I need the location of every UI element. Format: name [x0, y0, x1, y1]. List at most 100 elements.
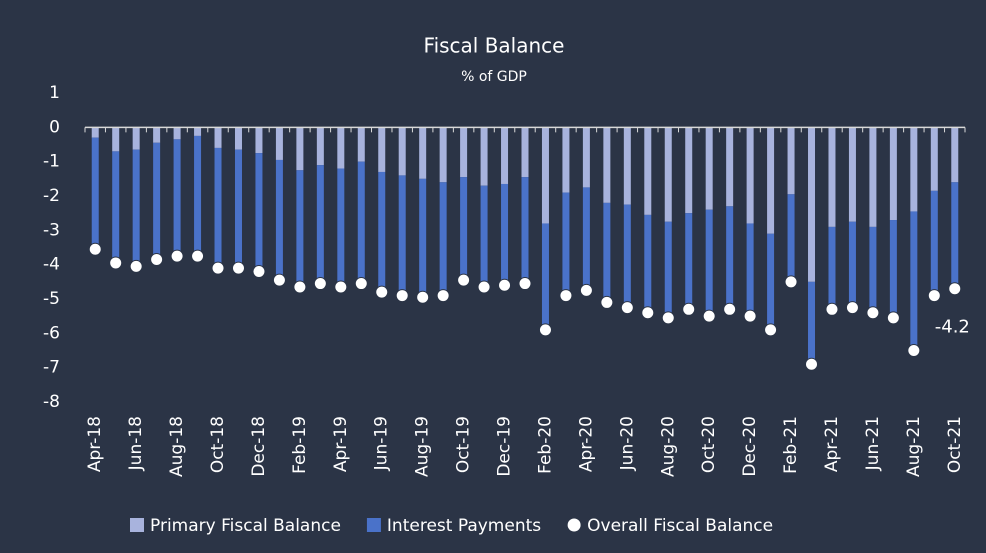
dot [661, 311, 675, 325]
dot [948, 282, 962, 296]
bar-segment [296, 170, 304, 287]
bar-segment [480, 185, 488, 287]
dot [293, 280, 307, 294]
y-tick-label: 1 [49, 83, 60, 103]
x-tick-label: Apr-18 [85, 416, 105, 472]
chart-subtitle: % of GDP [461, 69, 527, 85]
bar-segment [541, 127, 549, 224]
bar-segment [419, 178, 427, 298]
dot [191, 249, 205, 263]
bar-segment [153, 142, 161, 260]
bar-segment [153, 127, 161, 143]
legend-label: Primary Fiscal Balance [150, 516, 341, 536]
x-tick-label: Apr-20 [576, 416, 596, 472]
bar-segment [255, 127, 263, 154]
dot [109, 256, 123, 270]
chart-title: Fiscal Balance [424, 34, 565, 58]
bar-segment [930, 190, 938, 296]
dot [702, 309, 716, 323]
bar-segment [828, 226, 836, 310]
x-tick-label: Jun-18 [126, 416, 146, 471]
bar-segment [275, 127, 283, 160]
bar-segment [521, 127, 529, 178]
bar-segment [562, 127, 570, 193]
dot [764, 323, 778, 337]
dot [313, 277, 327, 291]
bar-segment [541, 223, 549, 330]
dot [436, 289, 450, 303]
bar-segment [767, 233, 775, 330]
bar-segment [726, 206, 734, 310]
dot [784, 275, 798, 289]
x-tick-label: Dec-19 [495, 416, 515, 477]
bar-segment [173, 139, 181, 257]
y-tick-label: -8 [43, 392, 60, 412]
dot [845, 301, 859, 315]
dot [272, 273, 286, 287]
bar-segment [951, 182, 959, 289]
x-tick-label: Aug-20 [658, 416, 678, 477]
dot [211, 261, 225, 275]
bar-segment [582, 187, 590, 291]
x-tick-label: Feb-20 [535, 416, 555, 474]
y-tick-label: -2 [43, 186, 60, 206]
dot [927, 289, 941, 303]
x-tick-label: Apr-21 [822, 416, 842, 472]
dot [518, 277, 532, 291]
bar-segment [296, 127, 304, 171]
bar-segment [726, 127, 734, 207]
bar-segment [255, 153, 263, 272]
y-tick-label: -7 [43, 358, 60, 378]
bar-segment [869, 226, 877, 313]
dot [886, 311, 900, 325]
bar-segment [951, 127, 959, 183]
bar-segment [644, 214, 652, 313]
bar-segment [275, 159, 283, 281]
bar-segment [132, 149, 140, 267]
bar-segment [910, 211, 918, 351]
bar-segment [603, 127, 611, 203]
bar-segment [685, 213, 693, 310]
bar-segment [930, 127, 938, 191]
bar-segment [685, 127, 693, 214]
bar-segment [664, 127, 672, 222]
dot [477, 280, 491, 294]
dot [600, 295, 614, 309]
bar-segment [439, 182, 447, 296]
bar-segment [848, 127, 856, 222]
x-tick-label: Oct-18 [208, 416, 228, 473]
bar-segment [112, 127, 120, 152]
dot [805, 357, 819, 371]
bar-segment [705, 209, 713, 317]
legend-label: Overall Fiscal Balance [587, 516, 773, 536]
x-tick-label: Dec-18 [249, 416, 269, 477]
bar-segment [869, 127, 877, 227]
x-tick-label: Aug-18 [167, 416, 187, 477]
dot [252, 265, 266, 279]
bar-segment [848, 221, 856, 308]
bar-segment [664, 221, 672, 318]
x-tick-label: Apr-19 [331, 416, 351, 472]
bar-segment [705, 127, 713, 210]
bar-segment [644, 127, 652, 215]
bar-segment [194, 135, 202, 257]
bar-segment [357, 161, 365, 284]
bar-segment [173, 127, 181, 140]
dot [231, 261, 245, 275]
bar-segment [357, 127, 365, 162]
bar-segment [316, 127, 324, 166]
annotation: -4.2 [935, 317, 970, 338]
x-tick-label: Jun-19 [372, 416, 392, 471]
x-tick-label: Aug-21 [904, 416, 924, 477]
bar-segment [337, 127, 345, 169]
dot [743, 309, 757, 323]
bar-segment [623, 127, 631, 205]
x-tick-label: Dec-20 [740, 416, 760, 477]
x-tick-label: Jun-20 [617, 416, 637, 471]
dot [416, 290, 430, 304]
dot [354, 277, 368, 291]
x-tick-label: Oct-21 [945, 416, 965, 473]
dot [641, 306, 655, 320]
y-tick-label: -3 [43, 220, 60, 240]
dot [620, 301, 634, 315]
